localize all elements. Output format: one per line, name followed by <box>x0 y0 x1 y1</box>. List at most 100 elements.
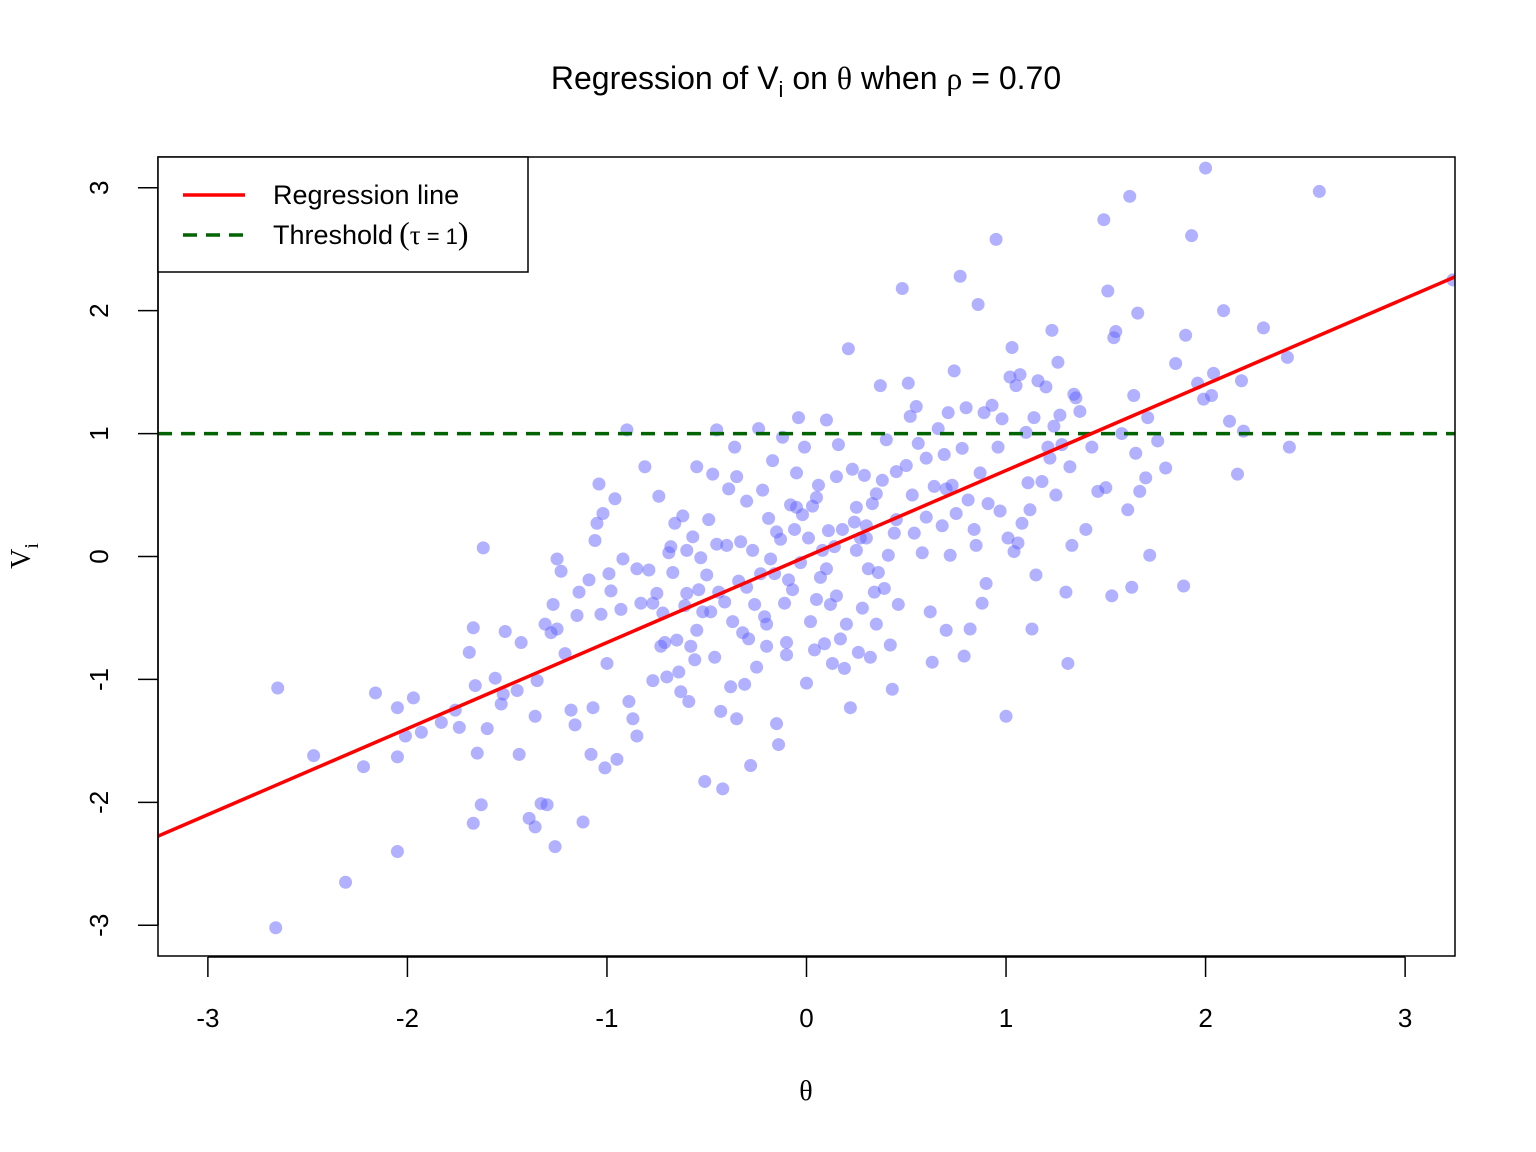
data-point <box>694 551 708 565</box>
data-point <box>746 543 760 557</box>
title-rho: ρ <box>946 60 962 96</box>
data-point <box>1045 323 1059 337</box>
data-point <box>999 709 1013 723</box>
data-point <box>891 597 905 611</box>
data-point <box>496 687 510 701</box>
data-point <box>766 454 780 468</box>
data-point <box>660 670 674 684</box>
legend-eq: = 1 <box>421 224 458 249</box>
data-point <box>859 531 873 545</box>
data-point <box>646 674 660 688</box>
data-point <box>1101 284 1115 298</box>
points-layer <box>269 161 1455 935</box>
data-point <box>598 761 612 775</box>
data-point <box>985 398 999 412</box>
data-point <box>837 661 851 675</box>
data-point <box>807 643 821 657</box>
data-point <box>530 674 544 688</box>
data-point <box>975 596 989 610</box>
data-point <box>760 617 774 631</box>
data-point <box>750 660 764 674</box>
data-point <box>957 649 971 663</box>
data-point <box>582 573 596 587</box>
data-point <box>307 749 321 763</box>
data-point <box>995 412 1009 426</box>
y-axis-label-main: V <box>6 549 37 569</box>
data-point <box>1069 391 1083 405</box>
data-point <box>390 845 404 859</box>
data-point <box>558 647 572 661</box>
data-point <box>1234 374 1248 388</box>
data-point <box>1021 476 1035 490</box>
data-point <box>1177 579 1191 593</box>
data-point <box>470 746 484 760</box>
data-point <box>835 522 849 536</box>
data-point <box>772 738 786 752</box>
data-point <box>586 701 600 715</box>
data-point <box>466 621 480 635</box>
data-point <box>963 622 977 636</box>
data-point <box>925 655 939 669</box>
data-point <box>1223 414 1237 428</box>
legend-paren-open: ( <box>399 215 410 251</box>
y-tick-label: 0 <box>84 549 114 563</box>
data-point <box>742 632 756 646</box>
data-point <box>357 760 371 774</box>
data-point <box>849 500 863 514</box>
data-point <box>596 506 610 520</box>
y-axis-label: Vi <box>6 543 43 569</box>
data-point <box>564 703 578 717</box>
data-point <box>1105 589 1119 603</box>
data-point <box>819 413 833 427</box>
data-point <box>907 526 921 540</box>
data-point <box>1185 229 1199 243</box>
data-point <box>825 656 839 670</box>
data-point <box>764 552 778 566</box>
title-suffix: = 0.70 <box>962 60 1061 96</box>
data-point <box>664 540 678 554</box>
lines-layer <box>158 275 1455 838</box>
data-point <box>991 440 1005 454</box>
data-point <box>1199 161 1213 175</box>
data-point <box>839 617 853 631</box>
data-point <box>1027 411 1041 425</box>
data-point <box>770 525 784 539</box>
data-point <box>1256 321 1270 335</box>
data-point <box>604 584 618 598</box>
data-point <box>790 466 804 480</box>
data-point <box>841 342 855 356</box>
data-point <box>728 440 742 454</box>
data-point <box>993 504 1007 518</box>
data-point <box>1025 622 1039 636</box>
x-tick-label: -2 <box>396 1003 419 1033</box>
data-point <box>1059 585 1073 599</box>
data-point <box>829 589 843 603</box>
data-point <box>1019 425 1033 439</box>
data-point <box>919 451 933 465</box>
data-point <box>1125 580 1139 594</box>
data-point <box>941 406 955 420</box>
data-point <box>803 615 817 629</box>
data-point <box>642 563 656 577</box>
data-point <box>798 440 812 454</box>
data-point <box>817 637 831 651</box>
data-point <box>368 686 382 700</box>
data-point <box>630 562 644 576</box>
data-point <box>1312 184 1326 198</box>
data-point <box>1061 656 1075 670</box>
data-point <box>1109 325 1123 339</box>
data-point <box>744 758 758 772</box>
legend-tau: τ <box>410 220 421 250</box>
data-point <box>708 650 722 664</box>
data-point <box>829 470 843 484</box>
data-point <box>676 509 690 523</box>
data-point <box>1051 355 1065 369</box>
data-point <box>540 798 554 812</box>
data-point <box>690 460 704 474</box>
data-point <box>782 573 796 587</box>
data-point <box>915 546 929 560</box>
data-point <box>885 682 899 696</box>
data-point <box>494 697 508 711</box>
data-point <box>879 433 893 447</box>
